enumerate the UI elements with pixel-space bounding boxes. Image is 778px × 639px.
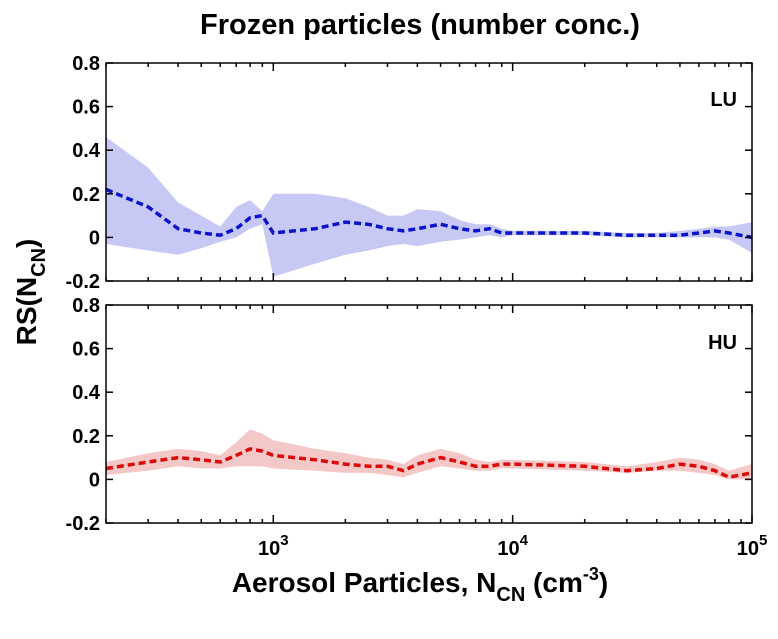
x-tick-label: 104 [497, 532, 528, 560]
y-tick-label-hu: 0.8 [72, 295, 100, 317]
x-tick-label: 105 [737, 532, 768, 560]
uncertainty-band-hu [106, 429, 752, 479]
y-axis-label: RS(NCN) [11, 239, 50, 346]
x-tick-label: 103 [258, 532, 289, 560]
y-tick-label-hu: 0 [89, 469, 100, 491]
panel-lu: LU -0.2 0 0.2 0.4 0.6 0.8 [66, 53, 752, 293]
axes-frame-hu [106, 305, 752, 523]
chart-title: Frozen particles (number conc.) [200, 9, 640, 41]
y-tick-label-hu: 0.6 [72, 339, 100, 361]
y-tick-label-lu: 0.6 [72, 97, 100, 119]
panel-label-hu: HU [708, 332, 737, 354]
y-tick-label-lu: -0.2 [66, 271, 100, 293]
y-tick-label-lu: 0 [89, 227, 100, 249]
uncertainty-band-lu [106, 137, 752, 277]
panel-label-lu: LU [710, 89, 737, 111]
y-tick-label-lu: 0.8 [72, 53, 100, 75]
y-tick-label-hu: 0.2 [72, 426, 100, 448]
y-tick-label-hu: 0.4 [72, 382, 101, 404]
axes-frame-lu [106, 63, 752, 281]
panel-hu: HU -0.2 0 0.2 0.4 0.6 0.8 103 104 105 [66, 295, 768, 560]
y-tick-label-hu: -0.2 [66, 513, 100, 535]
y-tick-label-lu: 0.4 [72, 140, 101, 162]
y-tick-label-lu: 0.2 [72, 184, 100, 206]
x-axis-label: Aerosol Particles, NCN (cm-3) [232, 564, 608, 606]
